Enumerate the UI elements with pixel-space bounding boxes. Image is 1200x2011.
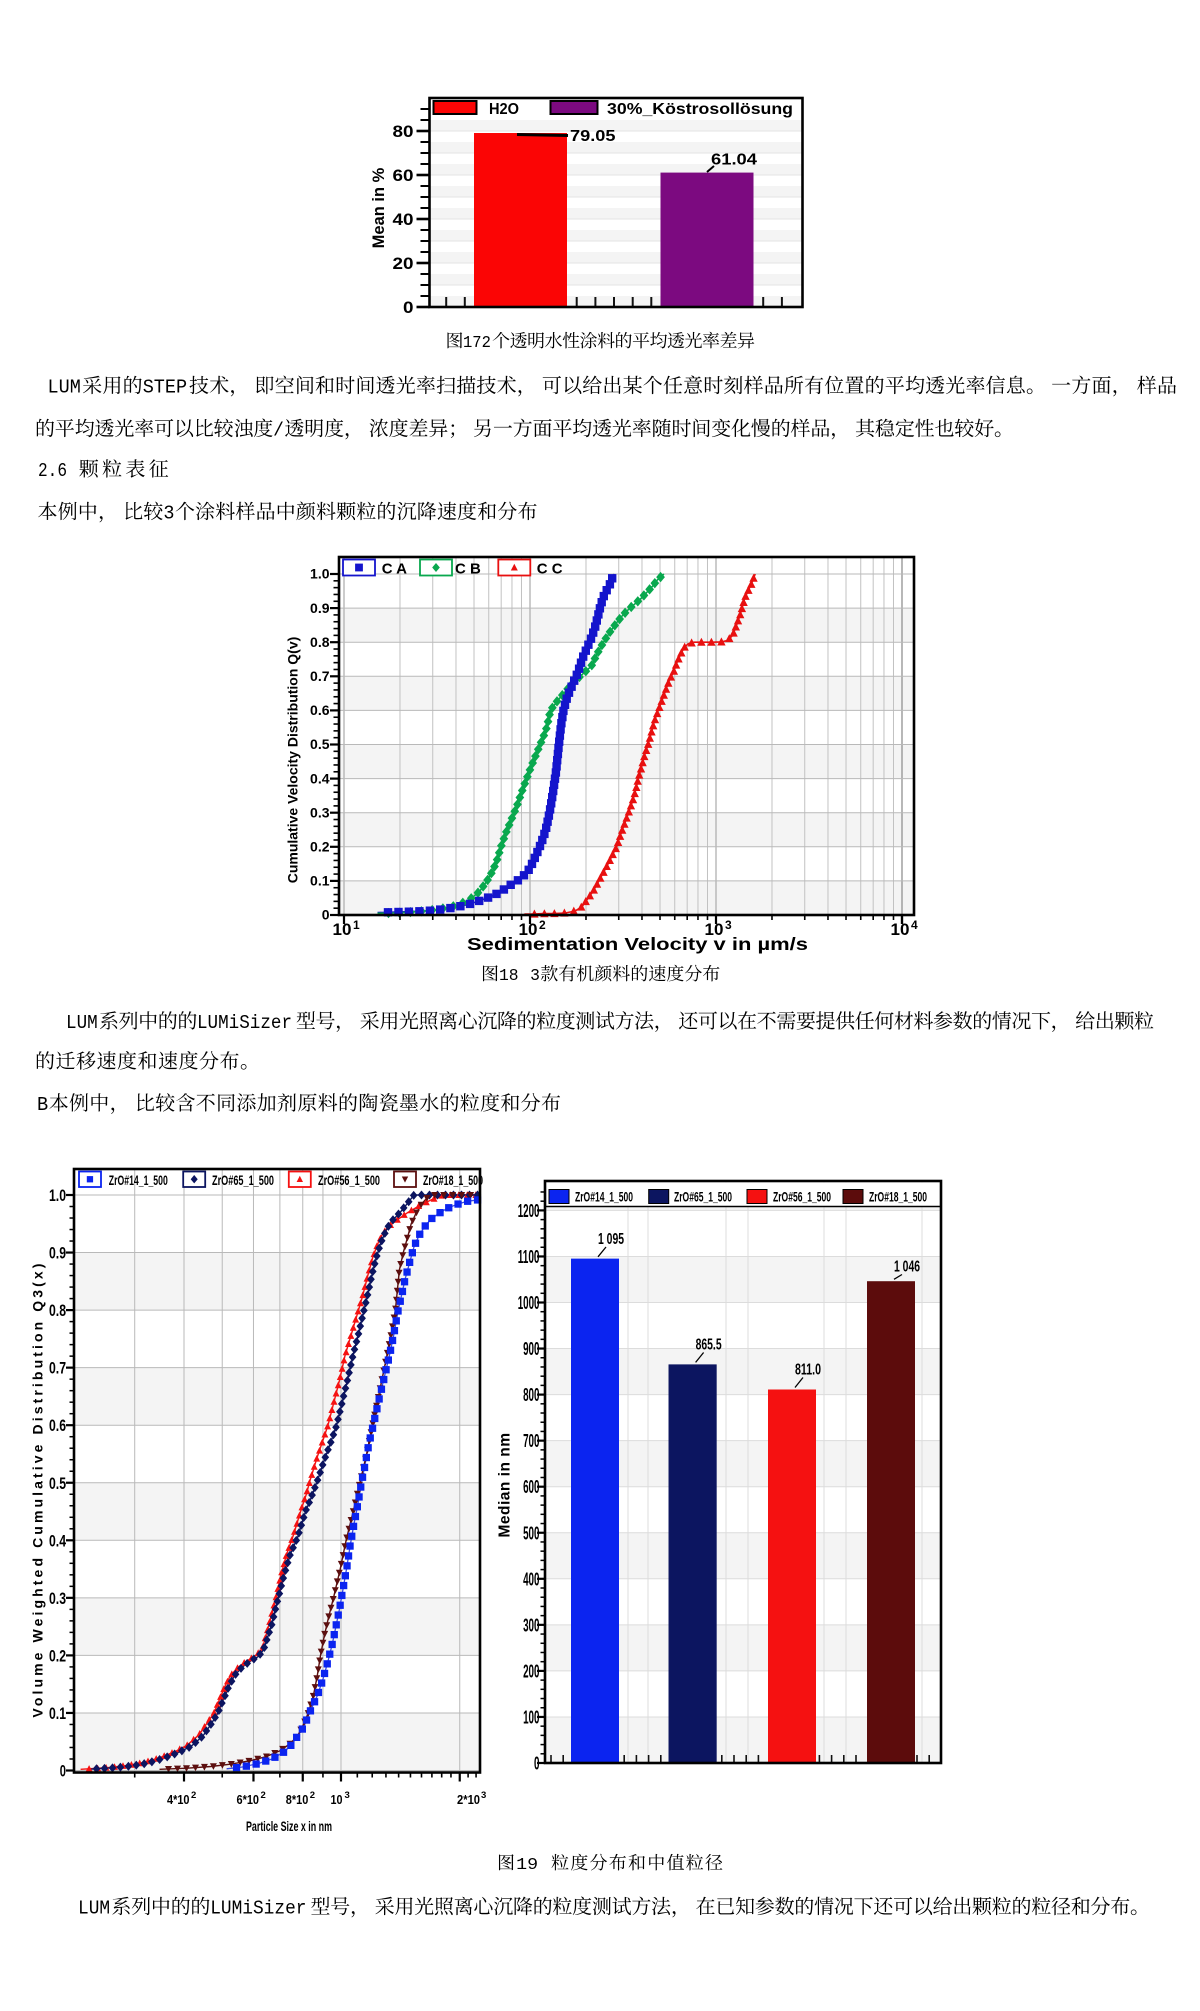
svg-text:6*10: 6*10 [237,1792,260,1807]
svg-text:865.5: 865.5 [696,1337,722,1354]
svg-text:0.5: 0.5 [310,736,330,752]
svg-text:0.8: 0.8 [310,634,330,650]
svg-text:1000: 1000 [518,1292,540,1313]
svg-text:500: 500 [523,1522,539,1543]
svg-text:LUMiSizer: LUMiSizer [197,1012,292,1034]
svg-text:400: 400 [523,1568,539,1589]
svg-text:0.1: 0.1 [49,1704,66,1723]
svg-text:Particle Size x in nm: Particle Size x in nm [246,1818,332,1834]
svg-text:3: 3 [163,503,174,525]
svg-text:3: 3 [530,967,540,986]
svg-text:1100: 1100 [518,1246,540,1267]
svg-text:4*10: 4*10 [167,1792,190,1807]
svg-text:4: 4 [911,918,918,932]
svg-text:STEP: STEP [143,377,187,399]
svg-text:ZrO#65_1_500: ZrO#65_1_500 [674,1190,732,1205]
svg-text:10: 10 [891,920,910,939]
svg-text:3: 3 [345,1790,350,1801]
svg-text:ZrO#56_1_500: ZrO#56_1_500 [318,1173,380,1188]
svg-text:80: 80 [393,123,414,141]
svg-text:LUM: LUM [78,1898,110,1920]
svg-text:900: 900 [523,1338,539,1359]
svg-text:0.4: 0.4 [49,1531,66,1550]
svg-text:0.1: 0.1 [310,873,330,889]
svg-text:0.8: 0.8 [49,1301,66,1320]
svg-text:0.9: 0.9 [310,600,330,616]
svg-text:0.7: 0.7 [310,668,330,684]
svg-text:200: 200 [523,1660,539,1681]
svg-text:2: 2 [191,1790,196,1801]
svg-text:/: / [273,420,284,442]
svg-text:ZrO#14_1_500: ZrO#14_1_500 [575,1190,633,1205]
svg-text:811.0: 811.0 [795,1362,821,1379]
svg-text:C C: C C [537,561,563,578]
svg-text:ZrO#56_1_500: ZrO#56_1_500 [773,1190,831,1205]
svg-text:1 046: 1 046 [894,1259,920,1276]
svg-text:800: 800 [523,1384,539,1405]
svg-text:0.2: 0.2 [310,839,330,855]
svg-text:1.0: 1.0 [49,1186,66,1205]
svg-text:30%_Köstrosollösung: 30%_Köstrosollösung [607,101,793,118]
svg-text:0.7: 0.7 [49,1359,66,1378]
svg-text:ZrO#18_1_500: ZrO#18_1_500 [423,1173,483,1188]
svg-text:2: 2 [261,1790,266,1801]
svg-text:Volume Weighted Cumulative Dis: Volume Weighted Cumulative Distribution … [30,1260,46,1717]
svg-text:0.3: 0.3 [310,804,330,820]
svg-text:0: 0 [60,1762,66,1781]
svg-text:3: 3 [725,918,732,932]
svg-text:0: 0 [534,1753,540,1774]
svg-text:Cumulative Velocity Distributi: Cumulative Velocity Distribution Q(v) [285,637,301,884]
svg-text:3: 3 [481,1790,486,1801]
svg-text:B: B [37,1094,48,1116]
svg-text:61.04: 61.04 [711,152,757,169]
svg-text:172: 172 [463,334,491,353]
svg-text:1.0: 1.0 [310,566,330,582]
svg-text:1200: 1200 [518,1200,540,1221]
svg-text:0: 0 [322,907,330,923]
svg-text:79.05: 79.05 [570,128,616,145]
svg-text:20: 20 [393,255,414,273]
svg-text:0.3: 0.3 [49,1589,66,1608]
svg-text:LUM: LUM [48,377,81,399]
svg-text:0.6: 0.6 [49,1416,66,1435]
svg-text:2: 2 [310,1790,315,1801]
svg-text:2*10: 2*10 [457,1792,480,1807]
svg-text:Median in nm: Median in nm [497,1432,514,1537]
svg-text:C B: C B [455,561,481,578]
svg-text:ZrO#65_1_500: ZrO#65_1_500 [212,1173,274,1188]
svg-text:1 095: 1 095 [598,1231,624,1248]
svg-text:700: 700 [523,1430,539,1451]
svg-text:0.9: 0.9 [49,1244,66,1263]
svg-text:0.4: 0.4 [310,770,330,786]
svg-text:10: 10 [705,920,724,939]
svg-text:0.6: 0.6 [310,702,330,718]
svg-text:100: 100 [523,1706,539,1727]
svg-text:10: 10 [519,920,538,939]
svg-text:H2O: H2O [489,101,519,118]
svg-text:2.6: 2.6 [38,460,67,482]
svg-text:40: 40 [393,211,414,229]
svg-text:1: 1 [353,918,360,932]
svg-text:300: 300 [523,1614,539,1635]
svg-text:ZrO#14_1_500: ZrO#14_1_500 [109,1173,168,1188]
svg-text:0.2: 0.2 [49,1646,66,1665]
svg-text:18: 18 [499,967,519,986]
svg-text:Sedimentation Velocity v in µm: Sedimentation Velocity v in µm/s [467,934,808,954]
svg-text:Mean in %: Mean in % [370,167,388,248]
svg-text:10: 10 [333,920,352,939]
svg-text:60: 60 [393,167,414,185]
svg-text:19: 19 [516,1856,538,1875]
svg-text:0: 0 [403,299,414,317]
svg-text:2: 2 [539,918,546,932]
svg-text:10: 10 [331,1792,343,1807]
svg-text:8*10: 8*10 [286,1792,309,1807]
svg-text:0.5: 0.5 [49,1474,66,1493]
svg-text:600: 600 [523,1476,539,1497]
svg-text:C A: C A [382,561,407,578]
svg-text:ZrO#18_1_500: ZrO#18_1_500 [869,1190,927,1205]
svg-text:LUM: LUM [66,1012,98,1034]
svg-text:LUMiSizer: LUMiSizer [210,1898,306,1920]
